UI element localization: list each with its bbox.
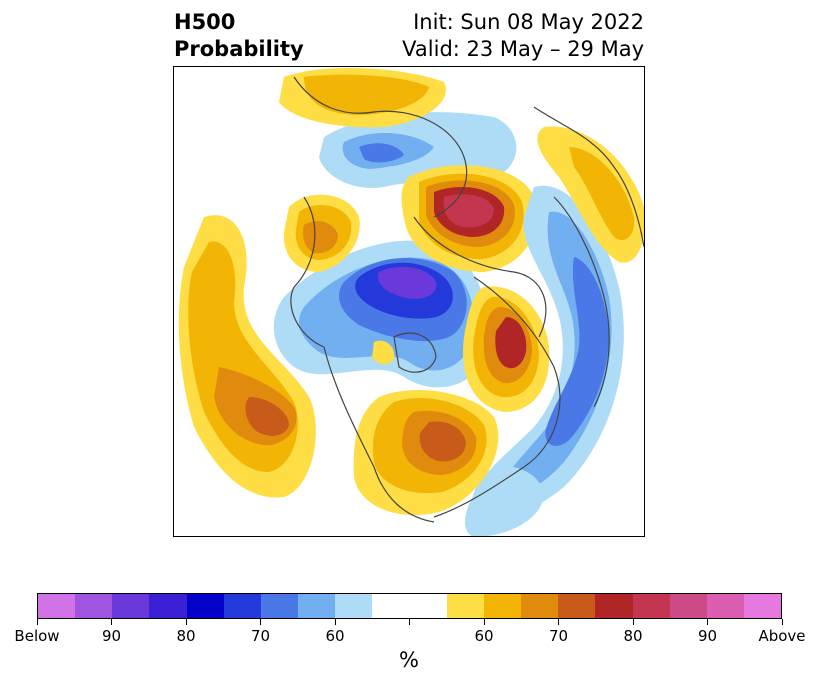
colorbar-tick-label: 60	[325, 627, 345, 645]
colorbar-segment	[446, 594, 484, 618]
colorbar-segment	[743, 594, 782, 618]
coastlines	[290, 76, 644, 523]
anomaly-ne-pacific-70	[569, 147, 635, 241]
valid-range-label: Valid: 23 May – 29 May	[402, 37, 644, 61]
colorbar-segment	[260, 594, 299, 618]
colorbar-segment	[409, 594, 447, 618]
colorbar-segment	[558, 594, 596, 618]
colorbar-tick-label: 90	[697, 627, 718, 645]
anomaly-arctic-95	[377, 266, 437, 299]
anomaly-sw-60	[464, 466, 544, 536]
colorbar-tick-label: 80	[176, 627, 196, 645]
anomaly-europe-80	[359, 143, 404, 163]
product-label: Probability	[174, 37, 304, 61]
colorbar-unit-label: %	[399, 648, 419, 672]
colorbar-segment	[149, 594, 187, 618]
colorbar-tick	[558, 619, 559, 625]
colorbar-segment	[669, 594, 707, 618]
colorbar-segment	[75, 594, 113, 618]
anomaly-n-europe-70	[304, 74, 429, 115]
colorbar-segment	[372, 594, 410, 618]
colorbar-segment	[335, 594, 373, 618]
colorbar-tick-label: 70	[250, 627, 271, 645]
colorbar-tick	[707, 619, 708, 625]
anomaly-eus-90	[419, 421, 466, 462]
probability-map	[173, 66, 645, 537]
colorbar-segment	[38, 594, 76, 618]
anomaly-canada-90	[495, 317, 527, 369]
colorbar-tick	[260, 619, 261, 625]
anomaly-atlantic-80	[545, 257, 609, 446]
colorbar-segment	[595, 594, 633, 618]
colorbar-tick-label: 70	[548, 627, 569, 645]
colorbar-tick	[781, 619, 783, 625]
colorbar-segment	[186, 594, 224, 618]
init-date-label: Init: Sun 08 May 2022	[413, 10, 644, 34]
colorbar-tick	[111, 619, 112, 625]
colorbar-tick	[483, 619, 485, 625]
colorbar-tick-label: 80	[623, 627, 643, 645]
chart-title-right: Init: Sun 08 May 2022 Valid: 23 May – 29…	[402, 9, 644, 63]
variable-label: H500	[174, 10, 236, 34]
colorbar-tick	[185, 619, 187, 625]
chart-title-left: H500 Probability	[174, 9, 304, 63]
colorbar-tick	[632, 619, 634, 625]
colorbar-segment	[298, 594, 336, 618]
anomaly-pole-60	[372, 340, 395, 365]
colorbar-segment	[632, 594, 670, 618]
colorbar-tick	[409, 619, 410, 625]
colorbar-segment	[706, 594, 744, 618]
anomaly-siberia-95	[443, 194, 494, 228]
anomaly-w-europe-80	[303, 221, 338, 254]
map-svg	[178, 67, 644, 536]
colorbar-tick-label: Below	[14, 627, 60, 645]
colorbar-segment	[112, 594, 150, 618]
colorbar-tick	[36, 619, 38, 625]
anomaly-pacific-90	[245, 397, 289, 436]
colorbar-segment	[483, 594, 522, 618]
colorbar-segment	[223, 594, 261, 618]
colorbar-tick-label: Above	[758, 627, 806, 645]
colorbar-tick	[334, 619, 336, 625]
colorbar-segment	[521, 594, 559, 618]
colorbar-tick-label: 60	[474, 627, 494, 645]
colorbar-tick-label: 90	[101, 627, 122, 645]
colorbar	[37, 593, 782, 619]
